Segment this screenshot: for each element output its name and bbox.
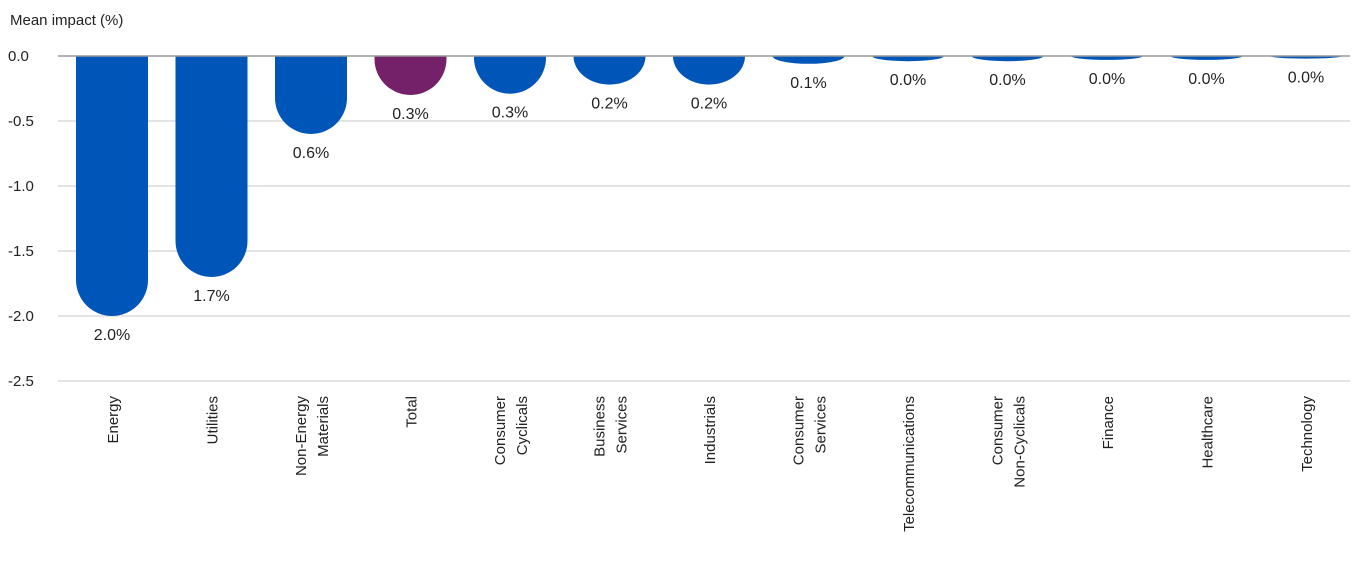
bar bbox=[573, 56, 646, 85]
x-tick-label: Utilities bbox=[205, 396, 222, 444]
y-tick-label: -2.0 bbox=[8, 308, 34, 325]
x-tick-label: Finance bbox=[1100, 396, 1117, 449]
x-tick-label: Non-Energy Materials bbox=[293, 396, 332, 477]
bar bbox=[872, 56, 944, 62]
data-label: 0.0% bbox=[890, 72, 926, 89]
y-tick-label: -1.0 bbox=[8, 178, 34, 195]
data-label: 0.2% bbox=[691, 96, 727, 113]
y-tick-label: -2.5 bbox=[8, 373, 34, 390]
data-label: 0.0% bbox=[989, 72, 1025, 89]
bar bbox=[1071, 56, 1143, 60]
data-label: 0.6% bbox=[293, 145, 329, 162]
bar bbox=[971, 56, 1044, 62]
bar bbox=[772, 56, 845, 64]
data-label: 0.1% bbox=[790, 75, 826, 92]
x-tick-label: Business Services bbox=[592, 396, 631, 457]
x-tick-label: Industrials bbox=[702, 396, 719, 464]
x-tick-label: Energy bbox=[105, 396, 122, 444]
y-tick-label: -0.5 bbox=[8, 113, 34, 130]
data-label: 0.3% bbox=[492, 105, 528, 122]
bar bbox=[275, 56, 347, 134]
y-tick-label: -1.5 bbox=[8, 243, 34, 260]
bar bbox=[374, 56, 447, 95]
data-label: 0.3% bbox=[392, 106, 428, 123]
x-tick-label: Telecommunications bbox=[901, 396, 918, 532]
data-label: 0.0% bbox=[1288, 70, 1324, 87]
x-tick-label: Consumer Non-Cyclicals bbox=[990, 396, 1029, 488]
data-label: 0.0% bbox=[1089, 71, 1125, 88]
y-tick-label: 0.0 bbox=[8, 48, 29, 65]
bar bbox=[474, 56, 546, 94]
data-label: 0.2% bbox=[591, 96, 627, 113]
bar bbox=[76, 56, 148, 316]
x-tick-label: Healthcare bbox=[1200, 396, 1217, 469]
x-tick-label: Total bbox=[404, 396, 421, 428]
bar bbox=[673, 56, 745, 85]
x-tick-label: Consumer Services bbox=[791, 396, 830, 465]
x-tick-label: Consumer Cyclicals bbox=[492, 396, 531, 465]
bar bbox=[175, 56, 248, 277]
bar bbox=[1170, 56, 1243, 60]
data-label: 2.0% bbox=[94, 327, 130, 344]
data-label: 1.7% bbox=[193, 288, 229, 305]
x-tick-label: Technology bbox=[1299, 396, 1316, 472]
data-label: 0.0% bbox=[1188, 71, 1224, 88]
y-axis-label: Mean impact (%) bbox=[10, 12, 124, 29]
